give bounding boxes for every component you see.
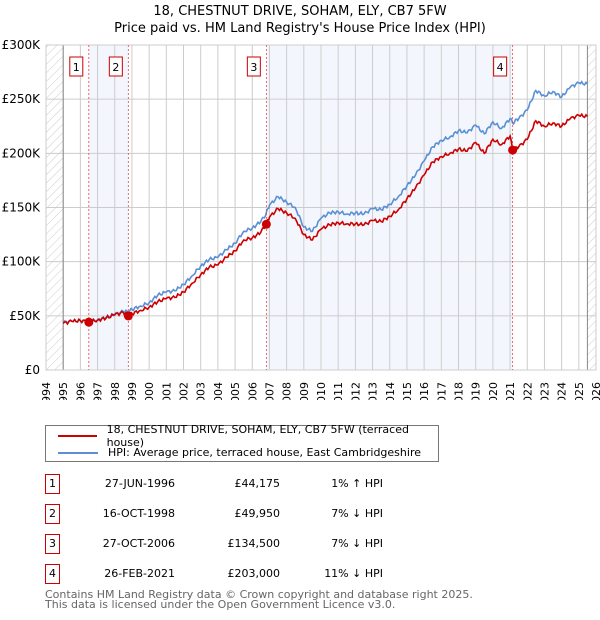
sale-label: 3	[250, 61, 257, 74]
y-tick-label: £200K	[2, 146, 42, 160]
sale-point	[123, 311, 133, 321]
x-tick-label: 2018	[453, 382, 466, 400]
legend-item-hpi: HPI: Average price, terraced house, East…	[58, 444, 421, 461]
y-tick-label: £250K	[2, 92, 42, 106]
plot-border	[45, 44, 597, 371]
x-tick-label: 2008	[281, 382, 294, 400]
x-tick-label: 2003	[195, 382, 208, 400]
hpi-line	[62, 80, 589, 325]
x-tick-label: 2016	[418, 382, 431, 400]
x-tick-label: 2010	[315, 382, 328, 400]
x-tick-label: 1996	[74, 382, 87, 400]
transaction-hpi-diff: 7% ↓ HPI	[331, 537, 383, 550]
footer-copyright: Contains HM Land Registry data © Crown c…	[45, 588, 473, 601]
legend-label: HPI: Average price, terraced house, East…	[108, 446, 421, 459]
chart-title: 18, CHESTNUT DRIVE, SOHAM, ELY, CB7 5FW	[153, 4, 447, 19]
chart-subtitle: Price paid vs. HM Land Registry's House …	[114, 21, 486, 36]
x-tick-label: 2023	[538, 382, 551, 400]
x-tick-label: 2007	[263, 382, 276, 400]
y-tick-label: £150K	[2, 201, 42, 215]
x-tick-label: 2021	[504, 382, 517, 400]
x-tick-label: 2006	[246, 382, 259, 400]
x-tick-label: 2015	[401, 382, 414, 400]
x-tick-label: 2013	[367, 382, 380, 400]
x-tick-label: 1997	[92, 382, 105, 400]
x-tick-label: 1994	[40, 382, 53, 400]
x-tick-label: 2000	[143, 382, 156, 400]
x-tick-label: 2017	[435, 382, 448, 400]
price-chart: 1 2 3 4 1994 1995 1996 1997 1998 1999 2000 2001 2002…	[2, 38, 600, 400]
sale-point	[261, 219, 271, 229]
x-tick-label: 2026	[590, 382, 600, 400]
sale-point	[508, 145, 518, 155]
sale-label-box	[246, 56, 261, 77]
transaction-hpi-diff: 7% ↓ HPI	[331, 507, 383, 520]
x-tick-label: 1999	[126, 382, 139, 400]
y-tick-label: £50K	[9, 309, 41, 323]
transaction-hpi-diff: 11% ↓ HPI	[324, 567, 383, 580]
transaction-number: 2	[45, 504, 60, 524]
x-tick-label: 2001	[160, 382, 173, 400]
legend-item-property: 18, CHESTNUT DRIVE, SOHAM, ELY, CB7 5FW …	[58, 423, 438, 449]
x-tick-label: 2020	[487, 382, 500, 400]
x-tick-label: 2004	[212, 382, 225, 400]
sale-label: 2	[112, 61, 119, 74]
y-tick-label: £0	[25, 363, 40, 377]
footer-licence: This data is licensed under the Open Gov…	[45, 598, 396, 611]
x-tick-label: 2002	[178, 382, 191, 400]
sale-label: 1	[73, 61, 80, 74]
transaction-date: 26-FEB-2021	[104, 567, 175, 580]
x-tick-label: 2022	[521, 382, 534, 400]
transaction-price: £49,950	[234, 507, 281, 520]
legend-label: 18, CHESTNUT DRIVE, SOHAM, ELY, CB7 5FW …	[106, 422, 409, 449]
x-tick-label: 1998	[109, 382, 122, 400]
property-price-line	[62, 112, 589, 326]
transaction-price: £134,500	[227, 537, 281, 550]
sale-label-box	[493, 56, 508, 77]
x-tick-label: 2005	[229, 382, 242, 400]
x-tick-label: 2025	[573, 382, 586, 400]
blue-line-swatch	[58, 451, 98, 454]
sale-label-box	[108, 56, 123, 77]
sale-point	[84, 317, 94, 327]
red-line-swatch	[58, 434, 97, 437]
legend: 18, CHESTNUT DRIVE, SOHAM, ELY, CB7 5FW …	[45, 423, 439, 462]
sale-label: 4	[497, 61, 504, 74]
x-tick-label: 2024	[556, 382, 569, 400]
transaction-number: 1	[45, 474, 60, 494]
transaction-date: 27-OCT-2006	[102, 537, 175, 550]
x-tick-label: 2019	[470, 382, 483, 400]
transaction-price: £203,000	[227, 567, 281, 580]
x-tick-label: 2009	[298, 382, 311, 400]
y-tick-label: £100K	[2, 255, 42, 269]
transaction-number: 3	[45, 534, 60, 554]
transaction-price: £44,175	[234, 477, 281, 490]
x-tick-label: 2014	[384, 382, 397, 400]
transaction-number: 4	[45, 564, 60, 584]
x-tick-label: 2012	[349, 382, 362, 400]
y-tick-label: £300K	[2, 38, 42, 52]
transaction-date: 16-OCT-1998	[102, 507, 175, 520]
transaction-hpi-diff: 1% ↑ HPI	[331, 477, 383, 490]
x-tick-label: 2011	[332, 382, 345, 400]
sale-label-box	[69, 56, 84, 77]
x-tick-label: 1995	[57, 382, 70, 400]
transaction-date: 27-JUN-1996	[104, 477, 175, 490]
